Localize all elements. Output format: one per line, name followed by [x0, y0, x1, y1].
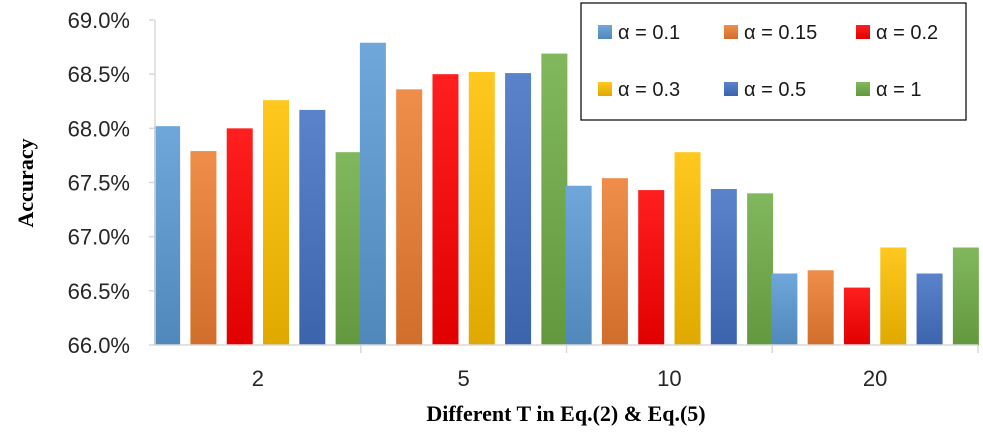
bar [771, 273, 798, 345]
legend-label: α = 1 [876, 79, 921, 101]
legend-label: α = 0.3 [618, 79, 680, 101]
y-tick-label: 69.0% [68, 8, 130, 33]
legend-swatch [856, 25, 870, 39]
bar [299, 109, 326, 346]
legend-box [580, 2, 967, 121]
bar [154, 126, 181, 346]
bar [263, 100, 290, 346]
bar [226, 128, 253, 345]
y-axis-title: Accuracy [13, 138, 38, 227]
bar [468, 72, 495, 345]
bar [396, 89, 423, 345]
legend-swatch [598, 82, 612, 96]
y-tick-label: 68.0% [68, 116, 130, 141]
y-tick-label: 67.0% [68, 225, 130, 250]
bar [747, 193, 774, 345]
bar [565, 185, 592, 345]
y-tick-label: 68.5% [68, 62, 130, 87]
x-tick-label: 5 [458, 366, 470, 391]
x-axis-title: Different T in Eq.(2) & Eq.(5) [426, 401, 705, 426]
bar [359, 42, 386, 345]
bars [154, 42, 979, 346]
y-tick-label: 66.5% [68, 279, 130, 304]
bar [541, 53, 568, 345]
bar [335, 152, 362, 345]
y-axis-ticks: 66.0% 66.5% 67.0% 67.5% 68.0% 68.5% 69.0% [68, 8, 155, 358]
bar [880, 247, 907, 345]
x-tick-label: 10 [657, 366, 681, 391]
legend-swatch [724, 82, 738, 96]
y-tick-label: 67.5% [68, 171, 130, 196]
legend: α = 0.1 α = 0.15 α = 0.2 α = 0.3 α = 0.5 α = … [580, 2, 967, 121]
legend-swatch [856, 82, 870, 96]
bar [807, 270, 834, 345]
x-tick-label: 2 [252, 366, 264, 391]
y-tick-label: 66.0% [68, 333, 130, 358]
legend-label: α = 0.15 [744, 22, 817, 44]
x-tick-label: 20 [863, 366, 887, 391]
bar [916, 273, 943, 345]
bar [190, 151, 217, 345]
legend-label: α = 0.2 [876, 22, 938, 44]
bar [638, 190, 665, 345]
legend-swatch [598, 25, 612, 39]
bar [952, 247, 979, 345]
bar [843, 287, 870, 345]
bar [432, 74, 459, 346]
legend-label: α = 0.5 [744, 79, 806, 101]
legend-label: α = 0.1 [618, 22, 680, 44]
bar [674, 152, 701, 345]
bar [601, 178, 628, 345]
bar [505, 73, 532, 345]
x-axis-ticks: 2 5 10 20 [252, 345, 979, 391]
bar [710, 189, 737, 345]
legend-swatch [724, 25, 738, 39]
